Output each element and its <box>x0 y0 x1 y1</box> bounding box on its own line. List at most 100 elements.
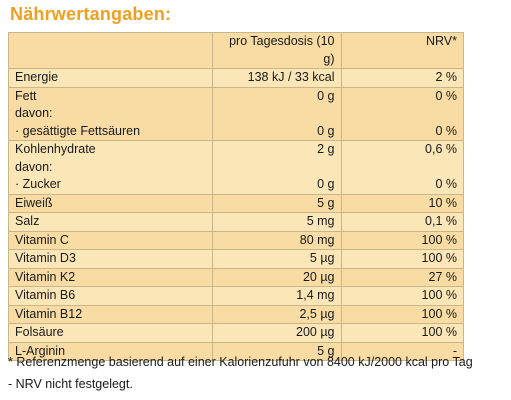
nrv-value-line: 100 % <box>421 325 457 339</box>
nutrient-label-line: Vitamin B12 <box>15 306 83 321</box>
table-row: Folsäure 200 µg 100 % <box>8 323 464 343</box>
nrv-value-line: - <box>452 343 457 358</box>
table-row: Fett davon: · gesättigte Fettsäuren 0 g 0 g… <box>8 86 464 141</box>
nutrient-label: Vitamin D3 <box>8 249 213 269</box>
nutrient-label: Vitamin B12 <box>8 304 213 324</box>
nutrient-label: Folsäure <box>8 323 213 343</box>
nutrient-label-line: · gesättigte Fettsäuren <box>15 123 141 138</box>
amount-value: 1,4 mg <box>211 286 342 306</box>
nutrient-label-line: davon: <box>15 159 53 174</box>
nrv-value: 27 % <box>340 267 464 287</box>
amount-value: 200 µg <box>211 323 342 343</box>
header-nrv: NRV* <box>340 32 464 69</box>
nutrient-label-line: Folsäure <box>15 325 64 339</box>
nrv-value-line: 0 % <box>435 177 457 191</box>
nrv-value-line: 100 % <box>421 251 457 265</box>
nrv-value: - <box>340 341 464 361</box>
amount-value-line: 20 µg <box>302 269 335 284</box>
nutrient-label: Salz <box>8 212 213 232</box>
nrv-value-line: 0 % <box>435 123 457 138</box>
page-title: Nährwertangaben: <box>10 4 172 24</box>
nrv-value-line: 0,1 % <box>425 214 457 228</box>
table-row: L-Arginin 5 g - <box>8 341 464 361</box>
nutrient-label: Energie <box>8 68 213 88</box>
amount-value-line: 5 g <box>317 195 335 210</box>
amount-value: 5 g <box>211 193 342 213</box>
nrv-value: 0,1 % <box>340 212 464 232</box>
nutrient-label-line: Vitamin D3 <box>15 251 76 265</box>
amount-value: 5 µg <box>211 249 342 269</box>
amount-value-line: 200 µg <box>296 325 335 339</box>
nutrient-label-line: Eiweiß <box>15 195 53 210</box>
nutrient-label: Vitamin B6 <box>8 286 213 306</box>
nutrient-label-line: davon: <box>15 106 53 120</box>
nutrient-label-line: Vitamin B6 <box>15 288 76 302</box>
amount-value-line: 0 g <box>317 177 335 191</box>
nutrient-label: L-Arginin <box>8 341 213 361</box>
nrv-value-line <box>348 105 458 123</box>
header-amount: pro Tagesdosis (10 g) <box>211 32 342 69</box>
nrv-value: 100 % <box>340 286 464 306</box>
amount-value-line: 2 g <box>317 142 335 156</box>
nrv-value-line: 100 % <box>421 232 457 247</box>
nutrient-label-line: Salz <box>15 214 40 228</box>
amount-value: 2 g 0 g <box>211 140 342 195</box>
nutrient-label: Vitamin C <box>8 230 213 250</box>
footnote-nrv: - NRV nicht festgelegt. <box>8 377 133 391</box>
nutrient-label-line: Vitamin C <box>15 232 69 247</box>
nrv-value-line: 10 % <box>428 195 458 210</box>
header-nutrient <box>8 32 213 69</box>
footnote-reference: * Referenzmenge basierend auf einer Kalo… <box>8 355 473 369</box>
table-row: Vitamin C 80 mg 100 % <box>8 230 464 250</box>
amount-value: 138 kJ / 33 kcal <box>211 68 342 88</box>
nutrient-label: Eiweiß <box>8 193 213 213</box>
amount-value-line: 0 g <box>317 88 335 103</box>
table-header-row: pro Tagesdosis (10 g) NRV* <box>8 32 464 69</box>
amount-value: 20 µg <box>211 267 342 287</box>
table-row: Eiweiß 5 g 10 % <box>8 193 464 213</box>
nrv-value-line: 0 % <box>435 88 457 103</box>
nutrient-label-line: Vitamin K2 <box>15 269 76 284</box>
table-row: Vitamin B12 2,5 µg 100 % <box>8 304 464 324</box>
nrv-value-line: 2 % <box>435 70 457 84</box>
amount-value: 80 mg <box>211 230 342 250</box>
nrv-value-line <box>348 159 458 177</box>
nutrient-label-line: · Zucker <box>15 177 61 191</box>
table-row: Vitamin K2 20 µg 27 % <box>8 267 464 287</box>
nrv-value: 2 % <box>340 68 464 88</box>
amount-value-line: 5 µg <box>309 251 335 265</box>
amount-value-line: 138 kJ / 33 kcal <box>247 70 335 84</box>
nrv-value: 100 % <box>340 323 464 343</box>
amount-value-line <box>219 105 335 123</box>
nutrient-label: Fett davon: · gesättigte Fettsäuren <box>8 86 213 141</box>
nrv-value-line: 0,6 % <box>425 142 457 156</box>
amount-value-line: 0 g <box>317 123 335 138</box>
table-row: Kohlenhydrate davon: · Zucker 2 g 0 g 0,6 % … <box>8 140 464 195</box>
amount-value: 0 g 0 g <box>211 86 342 141</box>
nrv-value: 0,6 % 0 % <box>340 140 464 195</box>
nrv-value: 100 % <box>340 249 464 269</box>
nrv-value-line: 27 % <box>428 269 458 284</box>
table-row: Vitamin B6 1,4 mg 100 % <box>8 286 464 306</box>
nutrient-label-line: Energie <box>15 70 59 84</box>
amount-value-line: 5 mg <box>306 214 335 228</box>
nrv-value-line: 100 % <box>421 288 457 302</box>
amount-value-line: 80 mg <box>299 232 335 247</box>
nutrient-label-line: Fett <box>15 88 37 103</box>
amount-value: 5 g <box>211 341 342 361</box>
amount-value-line: 2,5 µg <box>299 306 335 321</box>
nrv-value: 100 % <box>340 230 464 250</box>
nrv-value: 10 % <box>340 193 464 213</box>
amount-value-line <box>219 159 335 177</box>
table-row: Salz 5 mg 0,1 % <box>8 212 464 232</box>
amount-value: 2,5 µg <box>211 304 342 324</box>
nrv-value: 0 % 0 % <box>340 86 464 141</box>
table-row: Vitamin D3 5 µg 100 % <box>8 249 464 269</box>
amount-value: 5 mg <box>211 212 342 232</box>
nutrient-label-line: Kohlenhydrate <box>15 142 96 156</box>
nutrition-table: pro Tagesdosis (10 g) NRV* Energie 138 kJ… <box>8 32 464 361</box>
nutrient-label: Kohlenhydrate davon: · Zucker <box>8 140 213 195</box>
amount-value-line: 1,4 mg <box>296 288 335 302</box>
nutrient-label: Vitamin K2 <box>8 267 213 287</box>
amount-value-line: 5 g <box>317 343 335 358</box>
